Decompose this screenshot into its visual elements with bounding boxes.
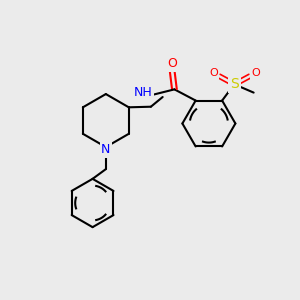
Text: N: N [101,143,110,157]
Text: NH: NH [134,86,153,99]
Text: O: O [209,68,218,78]
Text: O: O [167,57,177,70]
Text: O: O [251,68,260,78]
Text: S: S [230,77,239,92]
